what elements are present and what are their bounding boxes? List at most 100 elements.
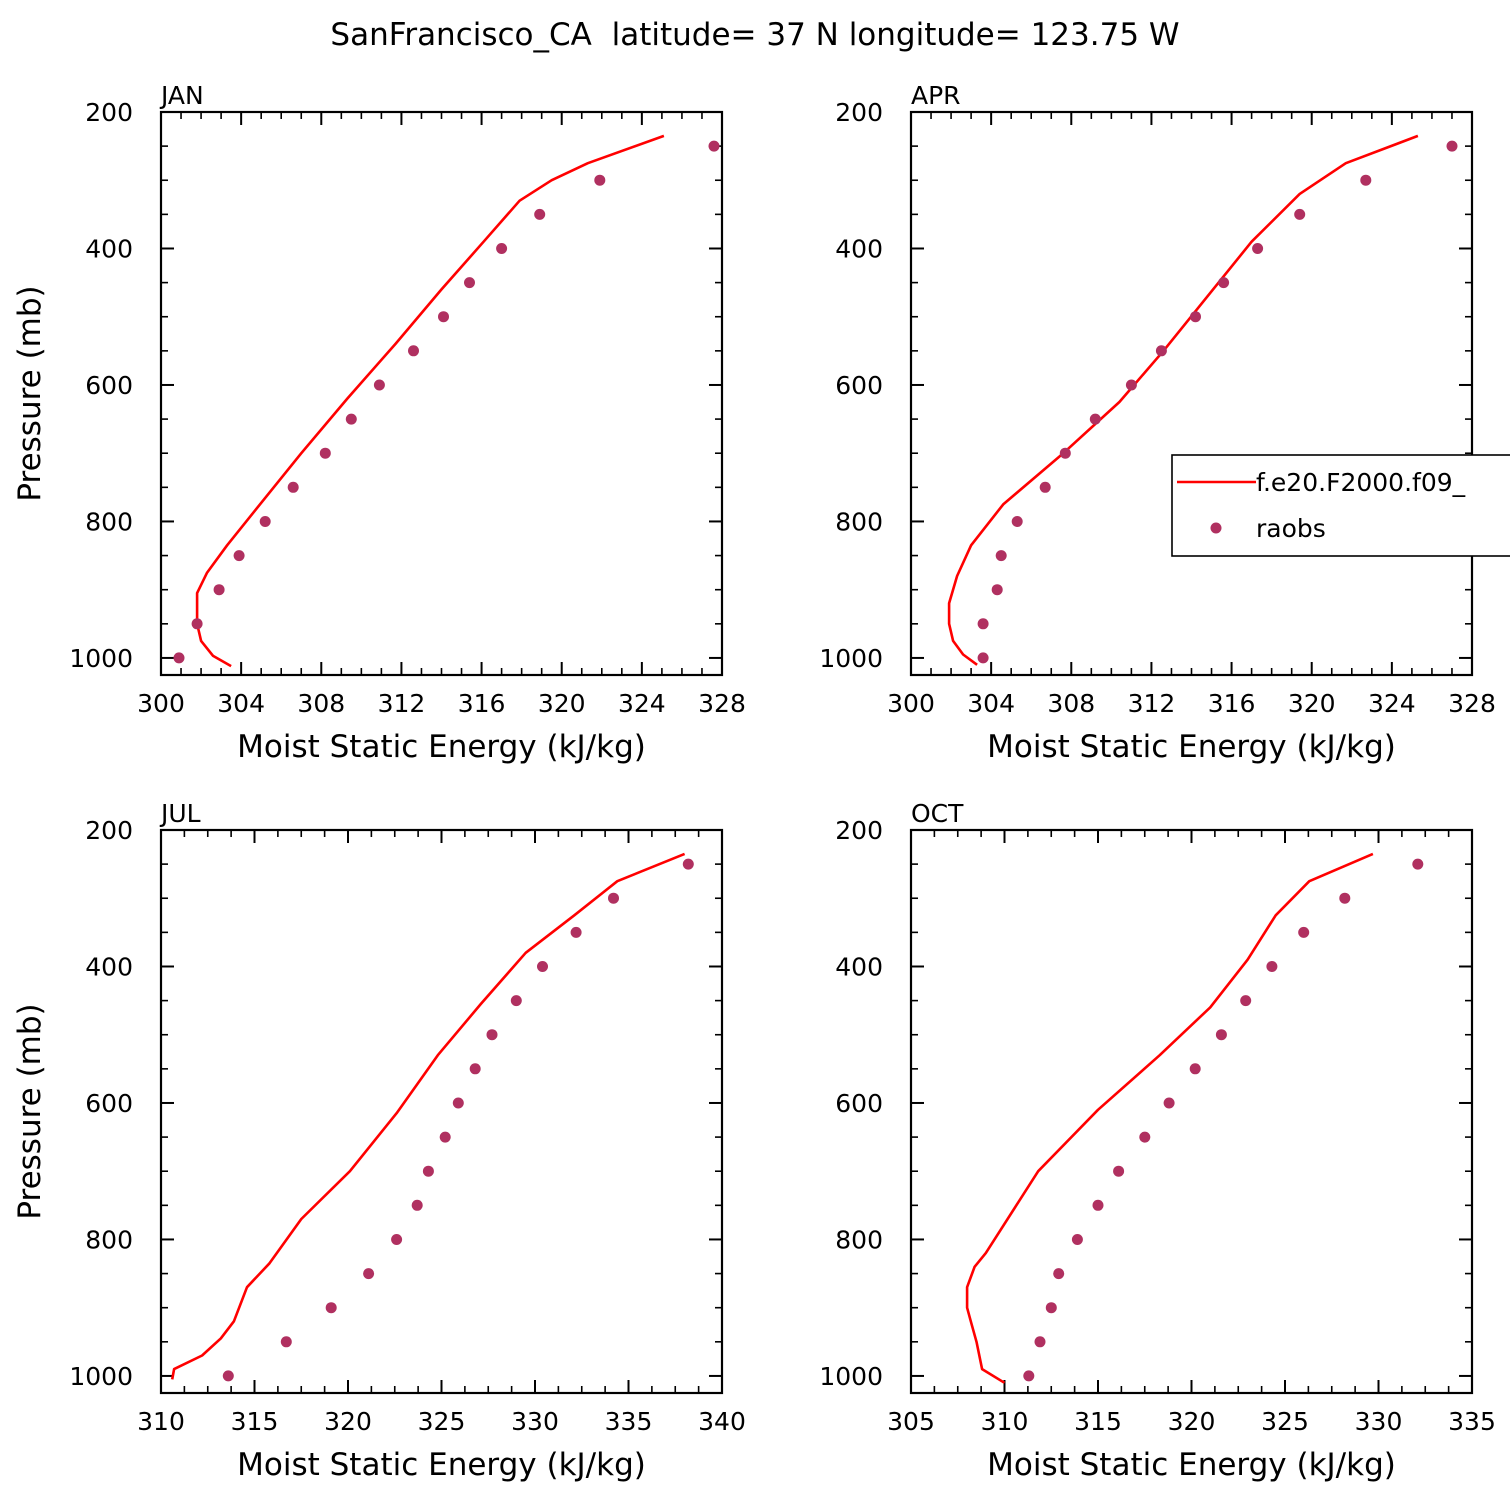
legend-model-label: f.e20.F2000.f09_	[1256, 468, 1466, 497]
raobs-point	[233, 550, 245, 562]
x-tick-label: 330	[1355, 1407, 1403, 1436]
raobs-point	[608, 892, 619, 904]
raobs-point	[708, 140, 720, 152]
x-tick-label: 315	[231, 1407, 279, 1436]
x-tick-label: 310	[137, 1407, 185, 1436]
raobs-point	[1294, 208, 1306, 220]
x-tick-label: 304	[967, 689, 1015, 718]
raobs-point	[1252, 243, 1264, 254]
y-tick-label: 400	[835, 952, 883, 981]
panels: JAN 300 304 308 312 316 320 324 328 200 400 600 800 1…	[12, 81, 1496, 1483]
raobs-point	[1089, 413, 1101, 425]
raobs-point	[1011, 516, 1023, 527]
x-axis-label: Moist Static Energy (kJ/kg)	[237, 729, 646, 765]
raobs-point	[534, 208, 546, 220]
raobs-point	[464, 277, 475, 289]
raobs-point	[259, 516, 271, 527]
y-tick-label: 600	[85, 1089, 133, 1118]
panel-jul: JUL 310 315 320 325 330 335 340 200 400 600 800 1000…	[12, 799, 746, 1483]
x-axis-label: Moist Static Energy (kJ/kg)	[987, 1447, 1396, 1483]
raobs-point	[1053, 1268, 1065, 1280]
raobs-point	[1113, 1165, 1125, 1177]
x-tick-label: 320	[324, 1407, 372, 1436]
raobs-point	[1034, 1336, 1046, 1348]
raobs-point	[1240, 995, 1252, 1007]
raobs-point	[995, 550, 1007, 562]
raobs-point	[1155, 345, 1167, 357]
panel-label: JUL	[159, 799, 201, 828]
raobs-point	[977, 652, 989, 664]
panel-label: JAN	[159, 81, 204, 110]
x-tick-label: 312	[378, 689, 426, 718]
raobs-point	[191, 618, 203, 630]
y-tick-label: 800	[835, 1225, 883, 1254]
x-tick-label: 308	[297, 689, 345, 718]
y-axis-label: Pressure (mb)	[12, 285, 48, 501]
raobs-point	[1190, 311, 1201, 323]
raobs-point	[422, 1165, 434, 1177]
raobs-point	[438, 311, 449, 323]
legend-box	[1171, 454, 1510, 557]
x-tick-label: 312	[1128, 689, 1176, 718]
x-axis-label: Moist Static Energy (kJ/kg)	[987, 729, 1396, 765]
raobs-point	[570, 926, 582, 938]
panel-jan: JAN 300 304 308 312 316 320 324 328 200 400 600 800 1…	[12, 81, 746, 765]
raobs-point	[222, 1370, 234, 1382]
y-tick-label: 1000	[69, 1362, 133, 1391]
y-tick-label: 400	[835, 234, 883, 263]
x-tick-label: 310	[981, 1407, 1029, 1436]
x-tick-label: 305	[887, 1407, 935, 1436]
y-tick-label: 600	[835, 371, 883, 400]
y-tick-label: 1000	[69, 644, 133, 673]
raobs-point	[173, 652, 185, 664]
raobs-point	[594, 174, 606, 186]
raobs-point	[1446, 140, 1458, 152]
raobs-point	[411, 1199, 423, 1211]
raobs-point	[537, 961, 548, 972]
raobs-point	[682, 858, 694, 870]
raobs-point	[1218, 277, 1230, 289]
y-tick-label: 200	[85, 98, 133, 127]
plot-frame	[909, 828, 1474, 1395]
x-tick-label: 324	[1368, 689, 1416, 718]
x-tick-label: 300	[137, 689, 185, 718]
x-tick-label: 324	[618, 689, 666, 718]
plot-frame	[159, 110, 724, 677]
x-tick-label: 340	[698, 1407, 746, 1436]
x-tick-label: 325	[1261, 1407, 1309, 1436]
model-line	[170, 852, 686, 1380]
panel-apr: APR 300 304 308 312 316 320 324 328 200 400 600 800 1…	[819, 81, 1495, 765]
y-tick-label: 400	[85, 234, 133, 263]
panel-oct: OCT 305 310 315 320 325 330 335 200 400 600 800 1000…	[819, 799, 1495, 1483]
raobs-point	[1125, 379, 1137, 391]
raobs-point	[1412, 858, 1424, 870]
raobs-point	[408, 345, 419, 357]
raobs-point	[469, 1063, 481, 1075]
model-line	[195, 134, 665, 668]
x-tick-label: 316	[1208, 689, 1256, 718]
raobs-point	[1298, 926, 1310, 938]
raobs-point	[510, 995, 522, 1007]
y-tick-label: 800	[85, 507, 133, 536]
raobs-point	[1071, 1234, 1083, 1245]
raobs-point	[991, 584, 1003, 596]
raobs-point	[345, 413, 357, 425]
raobs-point	[373, 379, 385, 391]
panel-label: OCT	[911, 799, 964, 828]
y-tick-label: 1000	[819, 644, 883, 673]
legend-obs-swatch	[1210, 522, 1222, 534]
model-line	[965, 852, 1374, 1384]
x-tick-label: 320	[1288, 689, 1336, 718]
y-tick-label: 200	[835, 816, 883, 845]
raobs-point	[452, 1097, 464, 1109]
x-tick-label: 308	[1047, 689, 1095, 718]
plot-frame	[159, 828, 724, 1395]
x-tick-label: 335	[605, 1407, 653, 1436]
figure-title: SanFrancisco_CA latitude= 37 N longitude…	[330, 17, 1179, 53]
raobs-point	[977, 618, 989, 630]
y-tick-label: 800	[85, 1225, 133, 1254]
x-tick-label: 335	[1448, 1407, 1496, 1436]
raobs-point	[1092, 1199, 1104, 1211]
raobs-point	[363, 1268, 375, 1280]
